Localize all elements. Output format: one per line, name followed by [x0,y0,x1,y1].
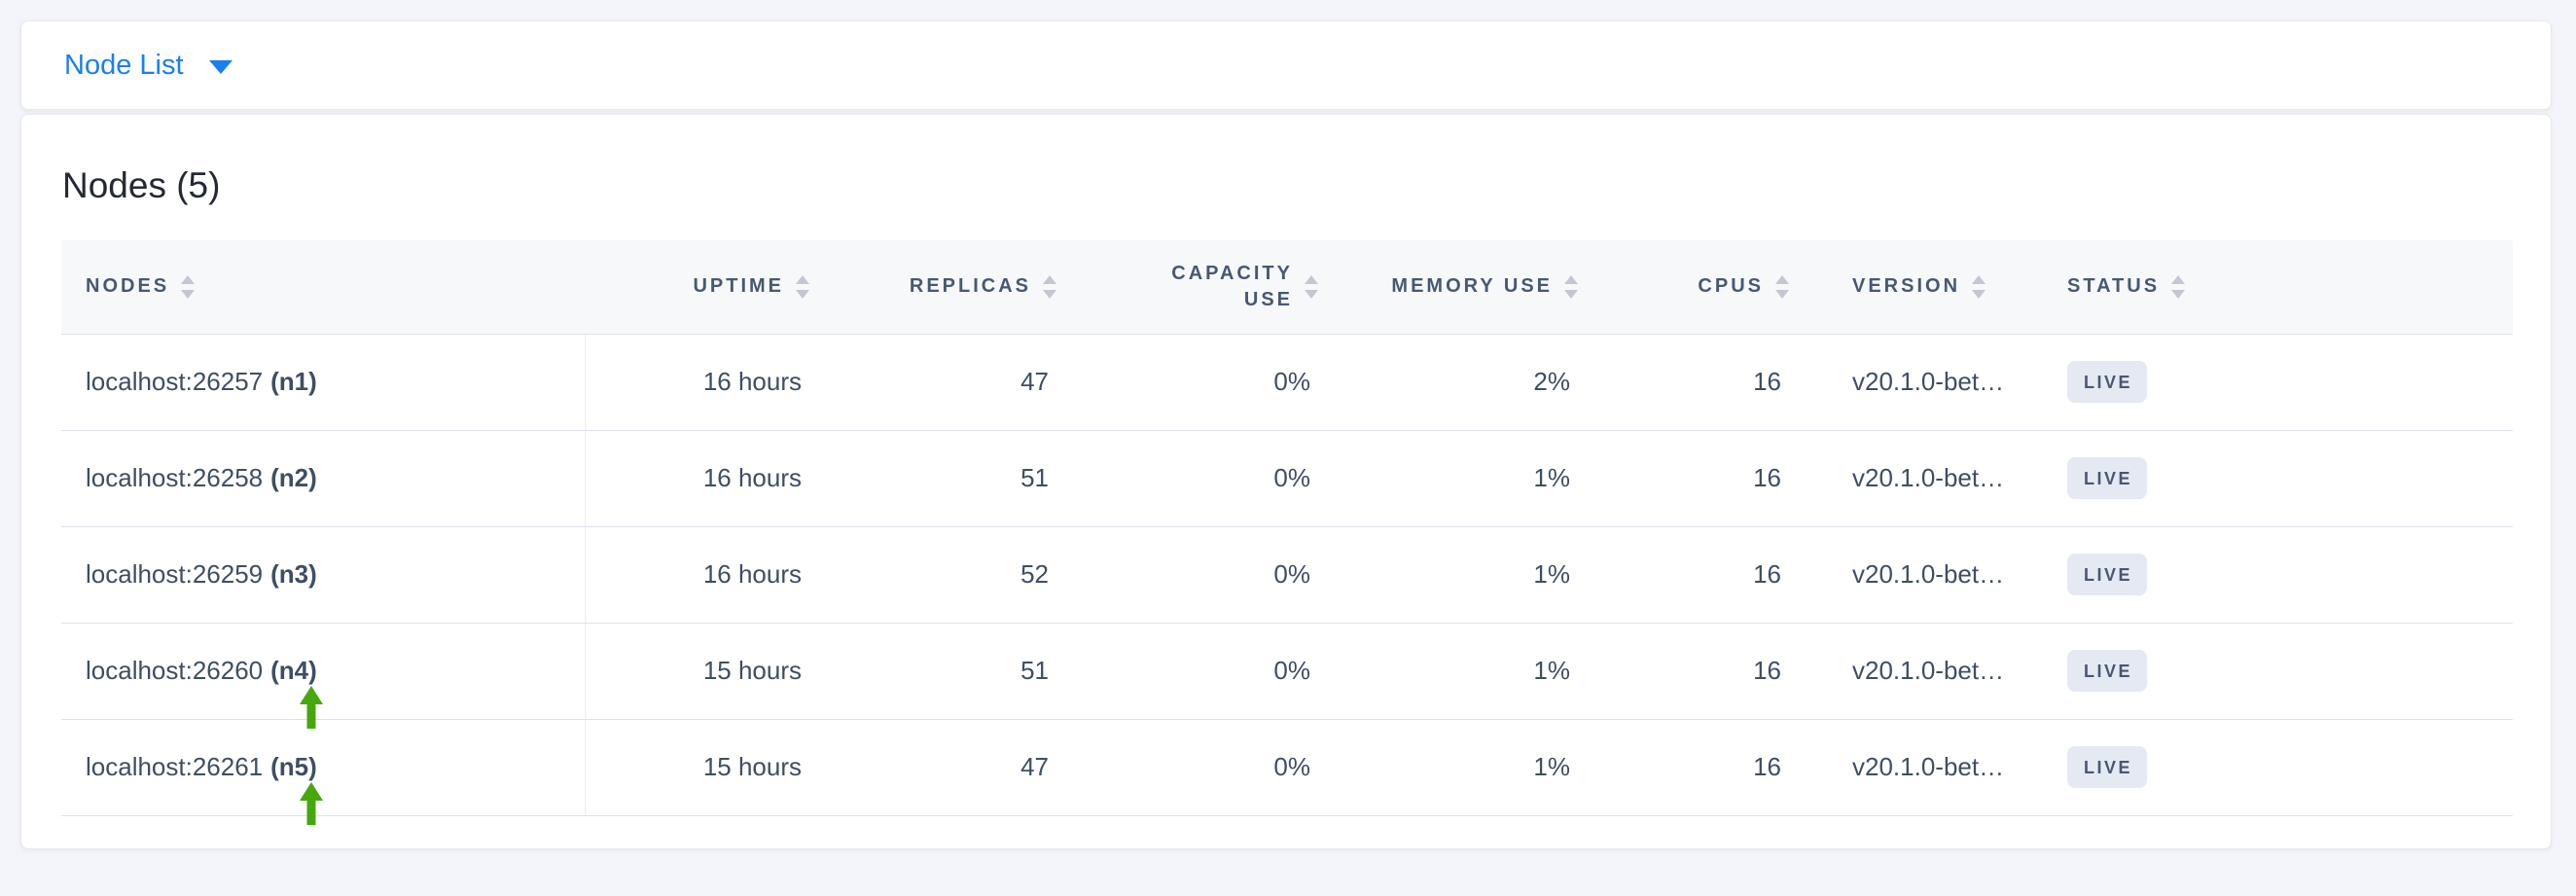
sort-arrows-icon[interactable] [1302,273,1321,301]
column-header[interactable]: Capacity Use [1076,240,1338,335]
cpus-cell: 16 [1597,430,1808,527]
sort-arrows-icon[interactable] [1561,273,1581,301]
column-header-label: Version [1852,275,1961,298]
capacity-use-cell: 0% [1076,719,1338,816]
cpus-cell: 16 [1597,334,1808,431]
page-title: Nodes (5) [62,165,221,205]
sort-arrows-icon[interactable] [1969,273,1988,301]
column-header-label: Capacity Use [1171,262,1293,310]
header-row: Nodes Uptime Replicas Capacity Use [61,240,2513,335]
replicas-cell: 51 [829,623,1076,720]
column-header[interactable]: Version [1808,240,2044,335]
status-cell: LIVE [2044,430,2513,527]
memory-use-cell: 1% [1338,430,1597,527]
memory-use-cell: 1% [1338,623,1597,720]
capacity-use-cell: 0% [1076,526,1338,624]
status-cell: LIVE [2044,526,2513,624]
table-row[interactable]: localhost:26258 (n2) 16 hours 51 0% 1% 16… [61,430,2513,527]
sort-arrows-icon[interactable] [2168,273,2188,301]
column-header-label: Nodes [86,275,170,298]
memory-use-cell: 1% [1338,719,1597,816]
column-header[interactable]: Status [2044,240,2513,335]
version-cell: v20.1.0-bet… [1808,623,2044,720]
cpus-cell: 16 [1597,526,1808,624]
memory-use-cell: 2% [1338,334,1597,431]
node-address: localhost:26257 (n1) [86,367,317,396]
capacity-use-cell: 0% [1076,623,1338,720]
version-cell: v20.1.0-bet… [1808,334,2044,431]
replicas-cell: 47 [829,719,1076,816]
status-cell: LIVE [2044,334,2513,431]
capacity-use-cell: 0% [1076,430,1338,527]
replicas-cell: 52 [829,526,1076,624]
sort-arrows-icon[interactable] [793,273,812,301]
node-list-dropdown[interactable]: Node List [64,50,233,82]
node-address: localhost:26260 (n4) [86,656,317,685]
node-list-table: Nodes Uptime Replicas Capacity Use [61,240,2513,825]
cpus-cell: 16 [1597,623,1808,720]
uptime-cell: 15 hours [585,623,829,720]
nodes-view-switcher-bar: Node List [20,20,2552,110]
column-header[interactable]: Uptime [585,240,829,335]
version-cell: v20.1.0-bet… [1808,719,2044,816]
column-header-label: Replicas [909,275,1031,298]
capacity-use-cell: 0% [1076,334,1338,431]
caret-down-icon [208,60,233,74]
column-header[interactable]: Replicas [829,240,1076,335]
nodes-card: Nodes (5) Nodes Uptime Replicas [20,114,2552,849]
version-cell: v20.1.0-bet… [1808,526,2044,624]
column-header-label: Memory Use [1391,275,1553,298]
memory-use-cell: 1% [1338,526,1597,624]
table-row[interactable]: localhost:26261 (n5) 15 hours 47 0% 1% 16… [61,719,2513,825]
status-badge: LIVE [2067,361,2148,403]
node-address: localhost:26258 (n2) [86,463,317,492]
status-cell: LIVE [2044,719,2513,816]
version-cell: v20.1.0-bet… [1808,430,2044,527]
column-header-label: CPUs [1698,275,1764,298]
status-cell: LIVE [2044,623,2513,720]
node-list-dropdown-label: Node List [64,49,184,81]
status-badge: LIVE [2067,457,2148,499]
green-up-arrow-icon [299,781,324,825]
table-row[interactable]: localhost:26257 (n1) 16 hours 47 0% 2% 16… [61,334,2513,431]
node-address: localhost:26259 (n3) [86,559,317,589]
replicas-cell: 47 [829,334,1076,431]
uptime-cell: 16 hours [585,430,829,527]
status-badge: LIVE [2067,746,2148,788]
column-header[interactable]: CPUs [1597,240,1808,335]
node-address: localhost:26261 (n5) [86,752,317,781]
column-header-label: Uptime [693,275,784,298]
column-header[interactable]: Nodes [61,240,585,335]
cpus-cell: 16 [1597,719,1808,816]
uptime-cell: 15 hours [585,719,829,816]
replicas-cell: 51 [829,430,1076,527]
table-body: localhost:26257 (n1) 16 hours 47 0% 2% 16… [61,334,2513,825]
uptime-cell: 16 hours [585,526,829,624]
status-badge: LIVE [2067,650,2148,692]
column-header[interactable]: Memory Use [1338,240,1597,335]
table-row[interactable]: localhost:26259 (n3) 16 hours 52 0% 1% 16… [61,526,2513,624]
uptime-cell: 16 hours [585,334,829,431]
sort-arrows-icon[interactable] [1040,273,1059,301]
status-badge: LIVE [2067,554,2148,595]
column-header-label: Status [2067,275,2161,298]
sort-arrows-icon[interactable] [178,273,197,301]
table-row[interactable]: localhost:26260 (n4) 15 hours 51 0% 1% 16… [61,623,2513,729]
sort-arrows-icon[interactable] [1772,273,1792,301]
